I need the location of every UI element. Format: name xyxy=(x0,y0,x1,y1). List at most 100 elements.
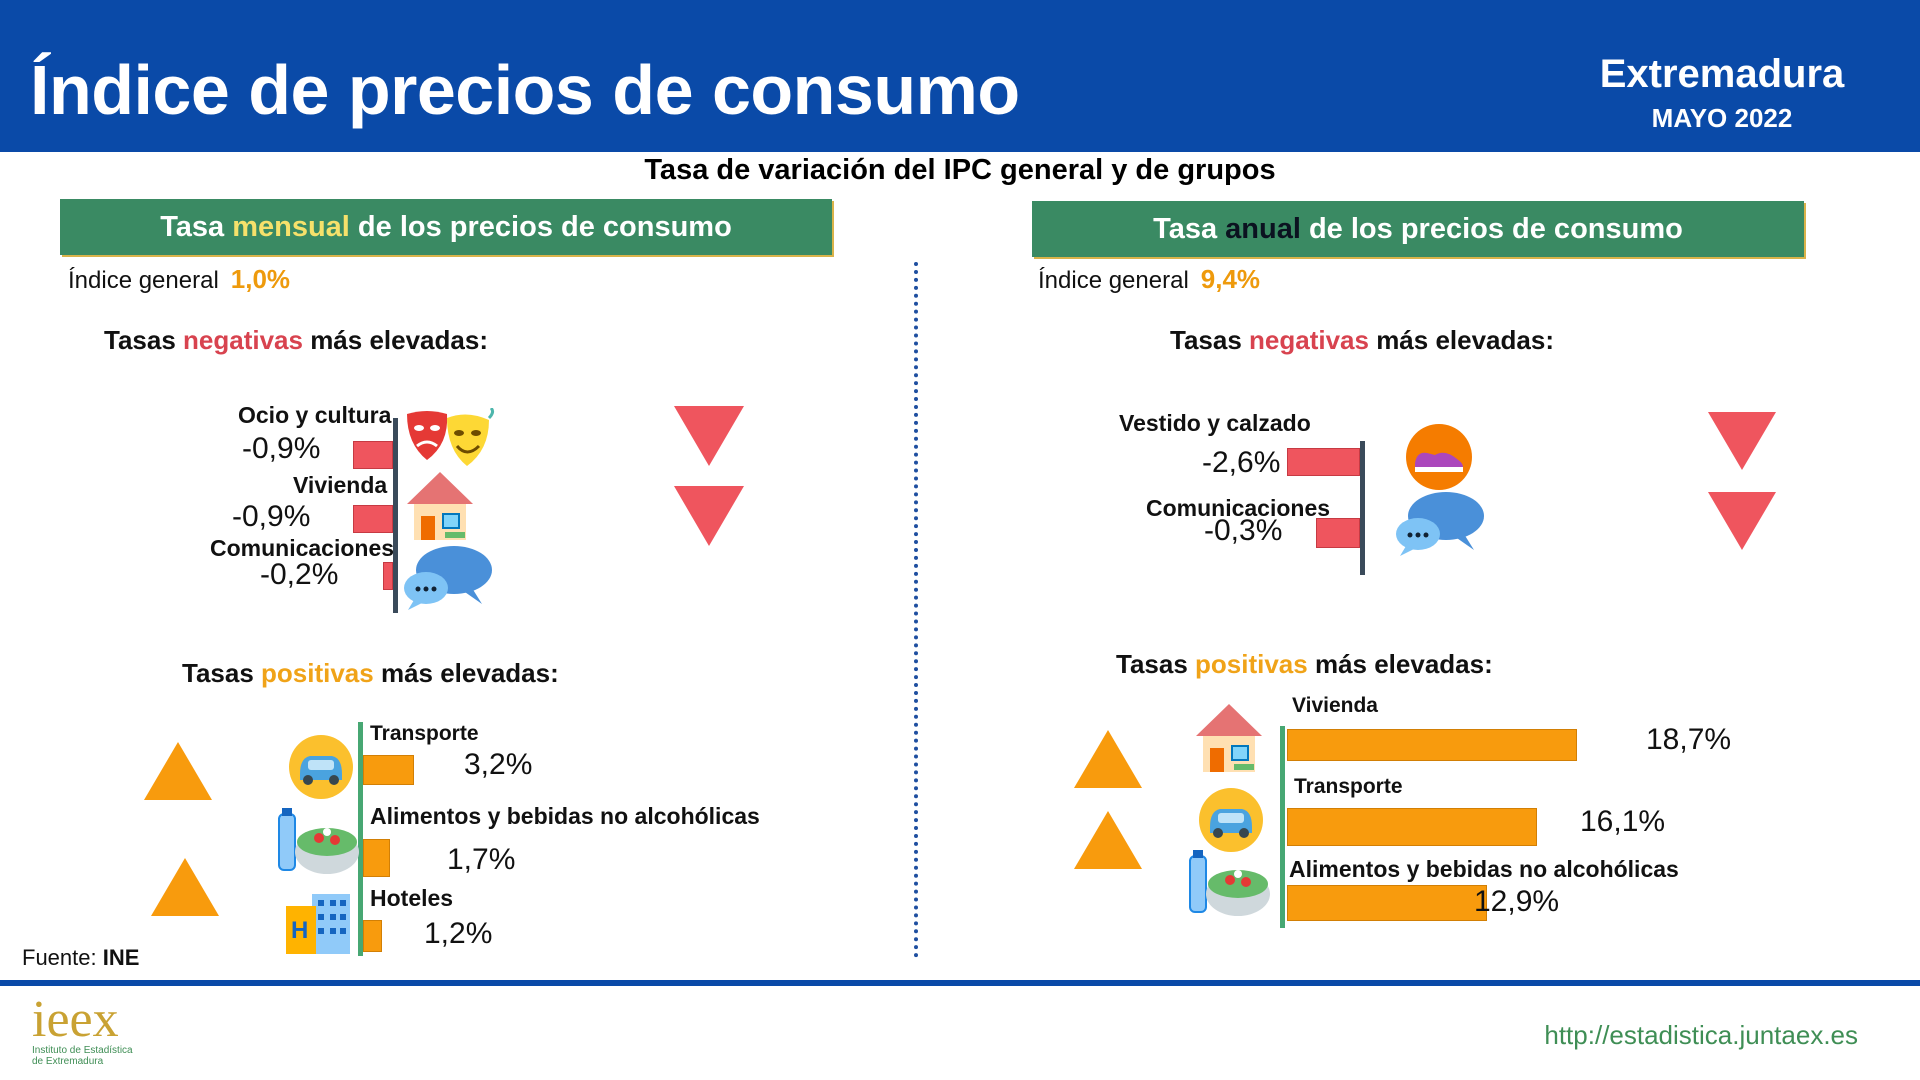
annual-general-value: 9,4% xyxy=(1200,264,1261,294)
bar-label: Alimentos y bebidas no alcohólicas xyxy=(370,803,760,829)
monthly-pos-axis xyxy=(358,722,363,956)
annual-general-label: Índice general xyxy=(1038,267,1189,294)
logo-line1: Instituto de Estadística xyxy=(32,1045,133,1056)
salad-icon xyxy=(278,808,359,874)
bar-label: Ocio y cultura xyxy=(238,402,392,428)
down-arrow-icon xyxy=(674,406,744,466)
car-icon xyxy=(289,735,353,799)
annual-pos-axis xyxy=(1280,726,1285,928)
footer-divider xyxy=(0,980,1920,986)
header-bar: Índice de precios de consumo Extremadura… xyxy=(0,0,1920,152)
monthly-general-value: 1,0% xyxy=(230,264,291,294)
down-arrow-icon xyxy=(1708,412,1776,470)
bar-alimentos xyxy=(363,839,391,877)
chart-subtitle: Tasa de variación del IPC general y de g… xyxy=(644,154,1276,186)
down-arrow-icon xyxy=(674,486,744,546)
down-arrow-icon xyxy=(1708,492,1776,550)
monthly-neg-axis xyxy=(393,418,398,613)
monthly-positive-heading: Tasas positivas más elevadas: xyxy=(182,658,559,689)
source-note: Fuente: INE xyxy=(22,945,139,971)
annual-neg-highlight: negativas xyxy=(1249,325,1369,355)
ieex-logo[interactable]: ieex Instituto de Estadística de Extrema… xyxy=(32,991,133,1068)
svg-text:H: H xyxy=(291,917,308,944)
source-label: Fuente: xyxy=(22,945,103,970)
source-value: INE xyxy=(102,945,140,970)
bar-hoteles xyxy=(363,920,383,952)
region-name: Extremadura xyxy=(1599,52,1845,96)
monthly-pos-highlight: positivas xyxy=(261,658,374,688)
bar-comunicaciones xyxy=(383,562,393,590)
monthly-neg-highlight: negativas xyxy=(183,325,303,355)
monthly-panel-header: Tasa mensual de los precios de consumo xyxy=(60,199,832,255)
chat-bubbles-icon xyxy=(404,546,492,610)
bar-comunicaciones-anual xyxy=(1316,518,1360,548)
up-arrow-icon xyxy=(151,858,219,916)
monthly-general-index: Índice general 1,0% xyxy=(68,264,290,295)
annual-pos-post: más elevadas: xyxy=(1307,649,1493,679)
bar-vestido-calzado xyxy=(1287,448,1360,476)
bar-label: Transporte xyxy=(370,722,479,745)
chat-bubbles-icon xyxy=(1396,492,1484,556)
report-date: MAYO 2022 xyxy=(1651,103,1793,133)
bar-label: Comunicaciones xyxy=(210,535,395,561)
bar-vivienda-anual xyxy=(1287,729,1577,761)
annual-neg-post: más elevadas: xyxy=(1368,325,1554,355)
up-arrow-icon xyxy=(1074,811,1142,869)
annual-pos-pre: Tasas xyxy=(1116,649,1196,679)
bar-ocio-cultura xyxy=(352,441,393,469)
logo-text: ieex xyxy=(32,991,119,1048)
data-label: -2,6% xyxy=(1202,446,1281,479)
bar-label: Transporte xyxy=(1294,775,1403,798)
annual-head-highlight: anual xyxy=(1225,213,1301,245)
bar-label: Comunicaciones xyxy=(1146,495,1331,521)
bar-label: Vivienda xyxy=(1292,694,1378,717)
monthly-pos-post: más elevadas: xyxy=(373,658,559,688)
theater-masks-icon xyxy=(407,408,495,466)
monthly-head-highlight: mensual xyxy=(232,211,350,243)
monthly-neg-post: más elevadas: xyxy=(302,325,488,355)
monthly-pos-pre: Tasas xyxy=(182,658,262,688)
annual-pos-highlight: positivas xyxy=(1195,649,1308,679)
monthly-negative-heading: Tasas negativas más elevadas: xyxy=(104,325,488,356)
annual-general-index: Índice general 9,4% xyxy=(1038,264,1260,295)
bar-transporte-anual xyxy=(1287,808,1537,846)
bar-transporte xyxy=(363,755,415,785)
annual-head-post: de los precios de consumo xyxy=(1300,213,1683,245)
up-arrow-icon xyxy=(1074,730,1142,788)
annual-panel-header: Tasa anual de los precios de consumo xyxy=(1032,201,1804,257)
data-label: -0,3% xyxy=(1204,514,1283,547)
website-link[interactable]: http://estadistica.juntaex.es xyxy=(1544,1020,1858,1050)
bar-label: Vestido y calzado xyxy=(1119,410,1311,436)
monthly-general-label: Índice general xyxy=(68,267,219,294)
hotel-icon: H xyxy=(286,894,350,954)
bar-label: Alimentos y bebidas no alcohólicas xyxy=(1289,856,1679,882)
car-icon xyxy=(1199,788,1263,852)
monthly-neg-pre: Tasas xyxy=(104,325,184,355)
region-block: Extremadura MAYO 2022 xyxy=(1592,52,1852,134)
data-label: -0,9% xyxy=(232,500,311,533)
house-icon xyxy=(407,472,473,540)
data-label: -0,9% xyxy=(242,432,321,465)
bar-label: Vivienda xyxy=(293,472,388,498)
up-arrow-icon xyxy=(144,742,212,800)
annual-positive-heading: Tasas positivas más elevadas: xyxy=(1116,649,1493,680)
page-title: Índice de precios de consumo xyxy=(30,51,1020,129)
data-label: 3,2% xyxy=(464,748,533,781)
logo-line2: de Extremadura xyxy=(32,1056,104,1067)
shoe-icon xyxy=(1406,424,1472,490)
bar-label: Hoteles xyxy=(370,885,454,911)
monthly-head-pre: Tasa xyxy=(160,211,233,243)
data-label: 12,9% xyxy=(1474,885,1560,918)
annual-neg-axis xyxy=(1360,441,1365,575)
data-label: -0,2% xyxy=(260,558,339,591)
annual-neg-pre: Tasas xyxy=(1170,325,1250,355)
data-label: 1,7% xyxy=(447,843,516,876)
data-label: 1,2% xyxy=(424,917,493,950)
annual-head-pre: Tasa xyxy=(1153,213,1226,245)
salad-icon xyxy=(1189,850,1270,916)
annual-negative-heading: Tasas negativas más elevadas: xyxy=(1170,325,1554,356)
house-icon xyxy=(1196,704,1262,772)
data-label: 16,1% xyxy=(1580,805,1666,838)
monthly-head-post: de los precios de consumo xyxy=(349,211,732,243)
panel-divider xyxy=(914,262,918,958)
